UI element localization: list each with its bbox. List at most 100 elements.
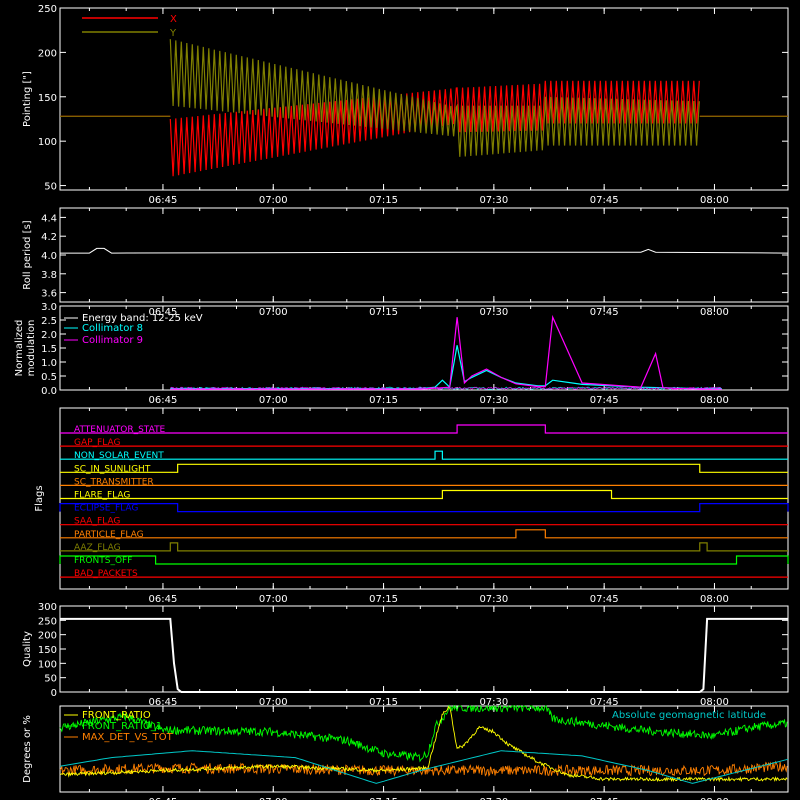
legend-label: FRONT_RATIO_1 xyxy=(82,721,162,732)
x-tick-label: 07:30 xyxy=(479,195,508,206)
x-tick-label: 07:45 xyxy=(590,594,619,605)
legend-label-geomagnetic: Absolute geomagnetic latitude xyxy=(612,710,766,721)
panel-5: 06:45 07:00 07:15 07:30 07:45 08:00 0 50 100 150 2… xyxy=(22,602,789,708)
y-tick-label: 100 xyxy=(38,659,57,670)
y-axis-label: Pointing ["] xyxy=(22,71,33,127)
flag-line-particle_flag xyxy=(60,529,788,539)
x-tick-label: 07:45 xyxy=(590,307,619,318)
series-front_ratio-line xyxy=(59,705,788,783)
x-tick-label: 07:00 xyxy=(259,697,288,708)
y-tick-label: 100 xyxy=(38,137,57,148)
y-tick-label: 0.5 xyxy=(41,372,57,383)
y-tick-label: 0 xyxy=(51,688,57,699)
energy-band-annotation: Energy band: 12-25 keV xyxy=(82,313,203,324)
x-tick-label: 07:15 xyxy=(369,307,398,318)
x-tick-label: 07:30 xyxy=(479,797,508,800)
y-tick-label: 50 xyxy=(44,182,57,193)
x-tick-label: 07:30 xyxy=(479,594,508,605)
y-tick-label: 1.0 xyxy=(41,358,57,369)
y-axis-label: modulation xyxy=(26,320,37,377)
x-tick-label: 07:00 xyxy=(259,395,288,406)
panel-3: 06:45 07:00 07:15 07:30 07:45 08:00 0.0 0.5 1.0 1… xyxy=(14,302,789,406)
y-tick-label: 250 xyxy=(38,4,57,15)
flag-line-fronts_off xyxy=(59,555,789,565)
x-tick-label: 07:45 xyxy=(590,697,619,708)
series-X-line xyxy=(169,80,700,177)
y-tick-label: 4.4 xyxy=(41,213,57,224)
y-axis-label: Roll period [s] xyxy=(22,220,33,289)
y-axis-label: Flags xyxy=(34,485,45,511)
flag-line-sc_in_sunlight xyxy=(60,463,788,473)
series-Y-line xyxy=(169,39,700,157)
legend-label: Collimator 9 xyxy=(82,335,143,346)
flag-label-fronts_off: FRONTS_OFF xyxy=(74,556,132,566)
panel-1: 06:45 07:00 07:15 07:30 07:45 08:00 50 100 150 20… xyxy=(22,4,789,206)
series-absolute-geomagnetic-latitude-line xyxy=(59,750,789,784)
flag-label-gap_flag: GAP_FLAG xyxy=(74,438,120,448)
x-tick-label: 08:00 xyxy=(700,307,729,318)
x-tick-label: 07:15 xyxy=(369,395,398,406)
y-tick-label: 3.0 xyxy=(41,302,57,313)
x-tick-label: 08:00 xyxy=(700,594,729,605)
flag-line-eclipse_flag xyxy=(59,503,789,513)
flag-label-saa_flag: SAA_FLAG xyxy=(74,517,120,527)
y-tick-label: 50 xyxy=(44,674,57,685)
legend-label-X: X xyxy=(170,14,177,25)
flag-label-non_solar_event: NON_SOLAR_EVENT xyxy=(74,451,164,461)
panel-6: 06:45 07:00 07:15 07:30 07:45 08:00 Degrees or… xyxy=(22,704,789,800)
flag-label-sc_transmitter: SC_TRANSMITTER xyxy=(74,477,154,487)
x-tick-label: 08:00 xyxy=(700,395,729,406)
x-tick-label: 07:45 xyxy=(590,395,619,406)
y-tick-label: 4.2 xyxy=(41,232,57,243)
x-tick-label: 07:15 xyxy=(369,195,398,206)
panel-frame xyxy=(59,207,789,303)
y-tick-label: 300 xyxy=(38,602,57,613)
x-tick-label: 07:00 xyxy=(259,307,288,318)
x-tick-label: 08:00 xyxy=(700,195,729,206)
series-collimator-8-line xyxy=(170,345,722,390)
x-tick-label: 07:15 xyxy=(369,797,398,800)
x-tick-label: 06:45 xyxy=(149,594,178,605)
flag-label-particle_flag: PARTICLE_FLAG xyxy=(74,530,144,540)
x-tick-label: 08:00 xyxy=(700,797,729,800)
y-tick-label: 0.0 xyxy=(41,386,57,397)
x-tick-label: 06:45 xyxy=(149,797,178,800)
x-tick-label: 06:45 xyxy=(149,697,178,708)
x-tick-label: 06:45 xyxy=(149,395,178,406)
y-tick-label: 2.0 xyxy=(41,330,57,341)
legend-label: Collimator 8 xyxy=(82,323,143,334)
x-tick-label: 07:15 xyxy=(369,594,398,605)
y-tick-label: 4.0 xyxy=(41,251,57,262)
x-tick-label: 07:30 xyxy=(479,697,508,708)
x-tick-label: 06:45 xyxy=(149,307,178,318)
x-tick-label: 07:45 xyxy=(590,195,619,206)
flag-label-eclipse_flag: ECLIPSE_FLAG xyxy=(74,504,138,514)
panel-2: 06:45 07:00 07:15 07:30 07:45 08:00 3.6 3.8 4.0 4… xyxy=(22,207,789,318)
x-tick-label: 07:00 xyxy=(259,797,288,800)
y-tick-label: 200 xyxy=(38,48,57,59)
flag-label-sc_in_sunlight: SC_IN_SUNLIGHT xyxy=(74,464,151,474)
panel-frame xyxy=(59,705,789,793)
x-tick-label: 07:15 xyxy=(369,697,398,708)
legend-label: MAX_DET_VS_TOT xyxy=(82,732,174,743)
y-tick-label: 150 xyxy=(38,645,57,656)
legend-label: FRONT_RATIO xyxy=(82,710,151,721)
y-tick-label: 1.5 xyxy=(41,344,57,355)
panel-4: 06:45 07:00 07:15 07:30 07:45 08:00 Flags ATTEN… xyxy=(34,407,789,605)
x-tick-label: 07:45 xyxy=(590,797,619,800)
series-collimator-9-line xyxy=(170,314,722,390)
flag-label-bad_packets: BAD_PACKETS xyxy=(74,569,138,579)
y-tick-label: 250 xyxy=(38,616,57,627)
y-tick-label: 3.8 xyxy=(41,270,57,281)
y-tick-label: 200 xyxy=(38,631,57,642)
flag-line-flare_flag xyxy=(60,489,788,500)
flag-label-attenuator_state: ATTENUATOR_STATE xyxy=(74,425,166,435)
x-tick-label: 07:00 xyxy=(259,195,288,206)
flag-line-attenuator_state xyxy=(60,424,788,434)
series-noise xyxy=(169,386,721,391)
series-max_det_vs_tot-line xyxy=(59,760,788,777)
roll-period-line xyxy=(60,247,789,254)
x-tick-label: 07:30 xyxy=(479,395,508,406)
flag-label-aaz_flag: AAZ_FLAG xyxy=(74,543,121,553)
